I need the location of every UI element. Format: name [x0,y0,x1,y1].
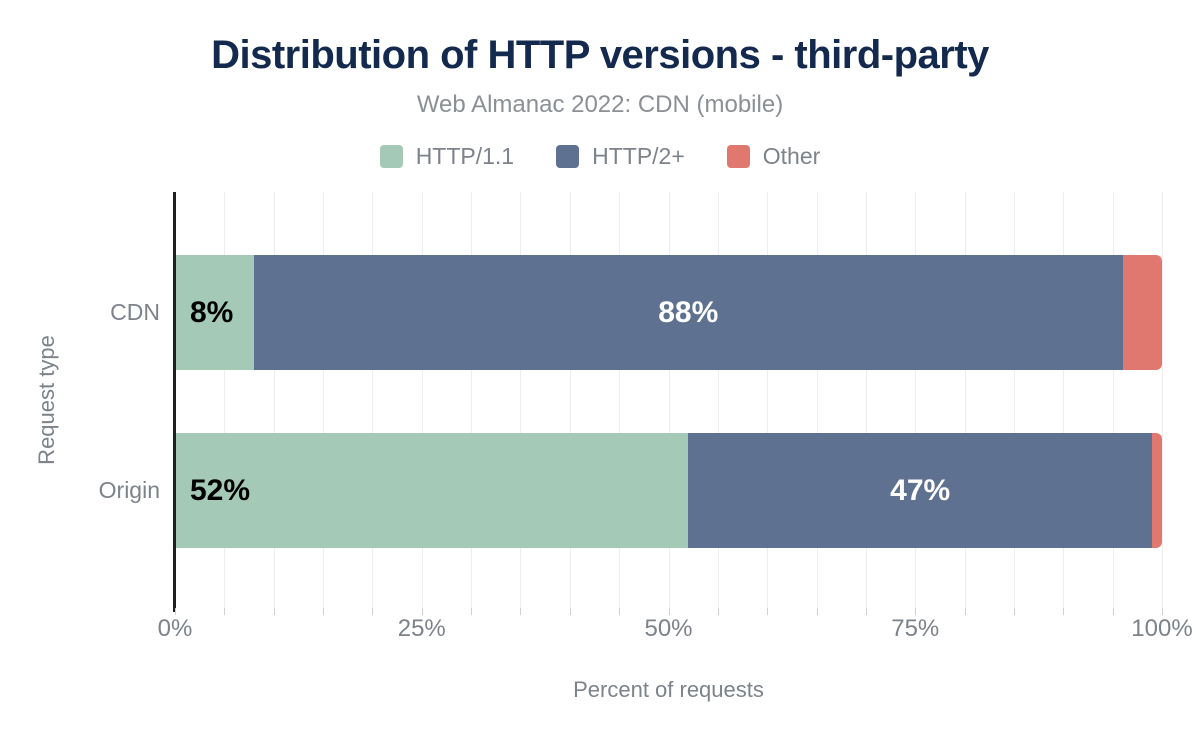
plot-area: 8% 88% 52% 47% [175,192,1163,608]
gridline [1112,192,1114,608]
gridline [273,192,275,608]
gridline [372,192,374,608]
gridline [224,192,226,608]
x-tick-mark [964,608,966,615]
legend-item-http-2-: HTTP/2+ [556,143,685,170]
x-tick-mark [619,608,621,615]
x-tick-mark [1063,608,1065,615]
gridline [619,192,621,608]
gridline [865,192,867,608]
x-tick-mark [471,608,473,615]
gridline [717,192,719,608]
x-tick-mark [569,608,571,615]
bar-value-label: 8% [190,295,234,329]
x-tick-mark [1112,608,1114,615]
x-tick-mark [717,608,719,615]
x-tick-label-25: 25% [397,615,446,642]
x-tick-mark [372,608,374,615]
gridline [323,192,325,608]
bar-segment-origin-other [1152,433,1162,548]
bar-origin: 52% 47% [175,433,1162,548]
x-axis-title: Percent of requests [573,677,764,702]
gridline [668,192,670,608]
bar-segment-cdn-http-2-: 88% [253,255,1123,370]
legend-swatch-icon [556,144,580,168]
x-tick-mark [421,608,423,615]
x-tick-mark [767,608,769,615]
x-tick-mark [865,608,867,615]
x-tick-mark [323,608,325,615]
x-tick-mark [273,608,275,615]
gridline [569,192,571,608]
y-axis-title: Request type [34,335,59,465]
x-tick-mark [1013,608,1015,615]
gridline [767,192,769,608]
gridline [520,192,522,608]
gridline [1162,192,1163,608]
legend-label: Other [762,142,821,169]
gridline [915,192,917,608]
bar-cdn: 8% 88% [175,255,1162,370]
bar-value-label: 88% [658,295,719,329]
gridline [816,192,818,608]
chart-title: Distribution of HTTP versions - third-pa… [211,33,989,77]
x-tick-mark [224,608,226,615]
gridline [471,192,473,608]
legend: HTTP/1.1 HTTP/2+ Other [0,141,1200,171]
x-tick-mark [1162,608,1163,615]
bar-segment-origin-http-1-1: 52% [175,433,689,548]
legend-item-http-1-1: HTTP/1.1 [379,142,515,170]
x-tick-label-0: 0% [157,615,193,642]
category-label-cdn: CDN [110,299,160,325]
x-tick-mark [816,608,818,615]
gridline [1013,192,1015,608]
bar-segment-cdn-other [1122,255,1162,370]
bar-value-label: 52% [190,473,251,507]
bar-segment-cdn-http-1-1: 8% [175,255,254,370]
chart-subtitle: Web Almanac 2022: CDN (mobile) [416,91,784,118]
x-tick-mark [668,608,670,615]
legend-item-other: Other [726,142,821,170]
legend-swatch-icon [379,144,403,168]
x-tick-label-100: 100% [1131,615,1193,642]
gridline [1063,192,1065,608]
legend-swatch-icon [726,144,750,168]
bar-value-label: 47% [890,473,951,507]
category-label-origin: Origin [98,477,160,503]
legend-label: HTTP/1.1 [415,142,515,169]
gridline [964,192,966,608]
legend-label: HTTP/2+ [592,142,685,169]
x-tick-label-75: 75% [891,615,940,642]
x-tick-mark [520,608,522,615]
x-tick-mark [175,608,176,615]
gridline [421,192,423,608]
y-axis-line [173,192,176,612]
x-tick-label-50: 50% [644,615,693,642]
x-tick-mark [915,608,917,615]
bar-segment-origin-http-2-: 47% [688,433,1153,548]
